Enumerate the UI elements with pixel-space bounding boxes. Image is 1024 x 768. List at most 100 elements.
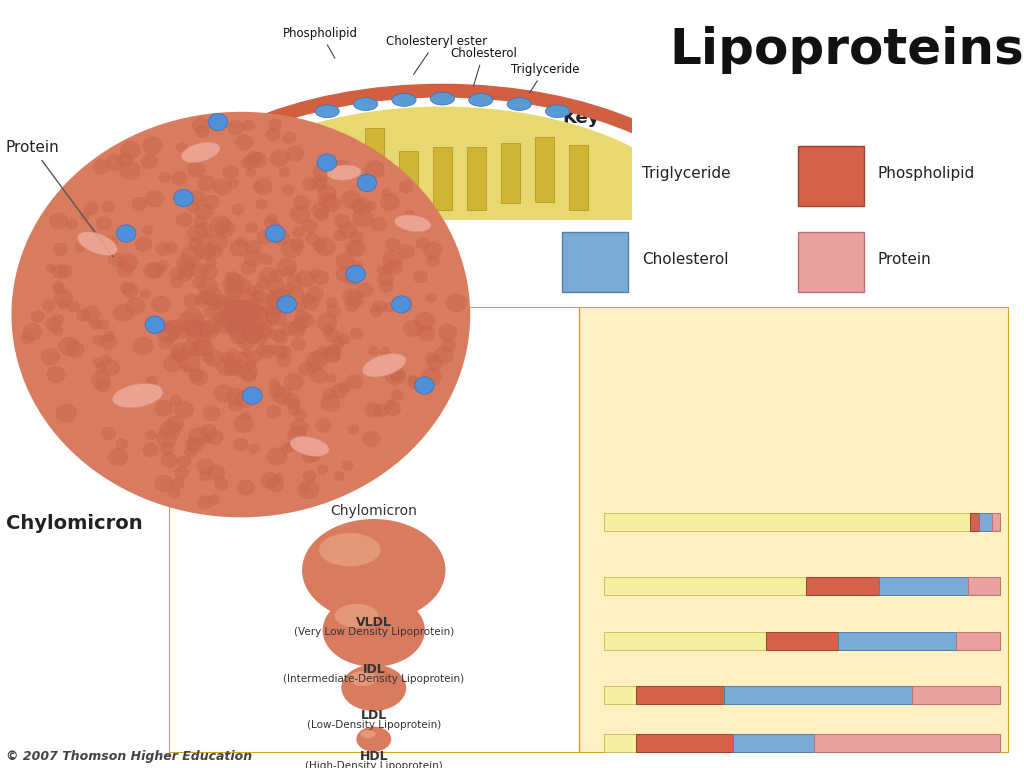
Circle shape xyxy=(230,306,251,324)
Circle shape xyxy=(373,300,386,313)
Circle shape xyxy=(249,444,260,453)
Circle shape xyxy=(251,330,262,340)
Circle shape xyxy=(161,443,174,455)
Circle shape xyxy=(292,338,305,350)
Circle shape xyxy=(350,328,362,339)
Circle shape xyxy=(58,337,79,355)
Circle shape xyxy=(313,240,327,251)
Circle shape xyxy=(226,300,238,310)
Circle shape xyxy=(347,374,364,389)
Circle shape xyxy=(186,322,203,336)
Text: Key: Key xyxy=(562,109,600,127)
Text: LDL: LDL xyxy=(360,709,387,722)
Circle shape xyxy=(241,369,257,382)
Circle shape xyxy=(215,220,234,237)
Circle shape xyxy=(143,263,162,279)
Circle shape xyxy=(197,175,215,191)
Circle shape xyxy=(246,359,256,369)
Circle shape xyxy=(236,332,256,349)
Bar xyxy=(604,734,636,752)
Circle shape xyxy=(238,300,247,309)
Circle shape xyxy=(196,340,213,356)
Circle shape xyxy=(336,266,354,282)
Circle shape xyxy=(259,329,270,339)
Circle shape xyxy=(95,379,111,392)
Circle shape xyxy=(183,294,199,308)
Circle shape xyxy=(224,300,237,311)
Circle shape xyxy=(345,300,358,311)
Circle shape xyxy=(229,324,241,334)
Circle shape xyxy=(248,304,262,316)
Circle shape xyxy=(202,434,212,444)
Circle shape xyxy=(408,377,421,389)
Circle shape xyxy=(273,388,292,404)
Circle shape xyxy=(46,264,55,273)
Circle shape xyxy=(100,335,117,349)
Circle shape xyxy=(252,306,267,319)
Circle shape xyxy=(145,316,165,333)
Circle shape xyxy=(378,266,387,274)
Text: Chylomicron: Chylomicron xyxy=(6,514,142,532)
Circle shape xyxy=(276,296,297,313)
FancyBboxPatch shape xyxy=(798,146,864,206)
Circle shape xyxy=(319,194,337,209)
Circle shape xyxy=(276,346,292,359)
Text: Phospholipid: Phospholipid xyxy=(878,167,975,181)
Circle shape xyxy=(116,439,128,449)
Circle shape xyxy=(102,201,115,212)
Circle shape xyxy=(214,316,233,333)
Circle shape xyxy=(96,217,112,230)
Circle shape xyxy=(317,313,337,331)
Circle shape xyxy=(381,194,399,211)
Circle shape xyxy=(101,427,116,440)
Circle shape xyxy=(283,392,299,407)
Circle shape xyxy=(371,217,386,231)
Bar xyxy=(955,632,1000,650)
Circle shape xyxy=(241,412,251,421)
Circle shape xyxy=(282,240,302,258)
Circle shape xyxy=(53,243,68,256)
Circle shape xyxy=(300,484,310,492)
Text: Cholesteryl ester: Cholesteryl ester xyxy=(385,35,486,74)
Circle shape xyxy=(197,458,214,474)
Circle shape xyxy=(225,301,242,316)
Wedge shape xyxy=(175,107,710,250)
Circle shape xyxy=(245,327,259,339)
Circle shape xyxy=(322,195,341,212)
Circle shape xyxy=(434,346,454,363)
Circle shape xyxy=(45,318,60,331)
Circle shape xyxy=(260,346,274,358)
Bar xyxy=(297,136,315,204)
Circle shape xyxy=(282,185,294,196)
Circle shape xyxy=(391,389,403,400)
Circle shape xyxy=(507,98,531,111)
Circle shape xyxy=(294,301,306,312)
Bar xyxy=(806,577,879,594)
Circle shape xyxy=(342,461,353,470)
Circle shape xyxy=(313,271,329,285)
Circle shape xyxy=(92,358,102,367)
Circle shape xyxy=(284,132,296,144)
Circle shape xyxy=(241,300,258,316)
Circle shape xyxy=(206,430,223,445)
Circle shape xyxy=(323,388,336,400)
Circle shape xyxy=(199,290,214,304)
Circle shape xyxy=(185,329,202,343)
Circle shape xyxy=(288,321,306,337)
Circle shape xyxy=(202,265,217,279)
Circle shape xyxy=(191,339,211,356)
Circle shape xyxy=(298,481,318,498)
Circle shape xyxy=(267,448,287,465)
Circle shape xyxy=(233,439,249,452)
Circle shape xyxy=(228,399,243,412)
Circle shape xyxy=(321,395,340,412)
Text: VLDL: VLDL xyxy=(355,617,392,629)
Circle shape xyxy=(118,154,133,167)
Circle shape xyxy=(232,307,249,321)
Bar xyxy=(991,513,1000,531)
Circle shape xyxy=(267,299,284,313)
Circle shape xyxy=(244,327,260,342)
Circle shape xyxy=(389,368,404,381)
Bar xyxy=(636,734,733,752)
Circle shape xyxy=(205,350,223,366)
